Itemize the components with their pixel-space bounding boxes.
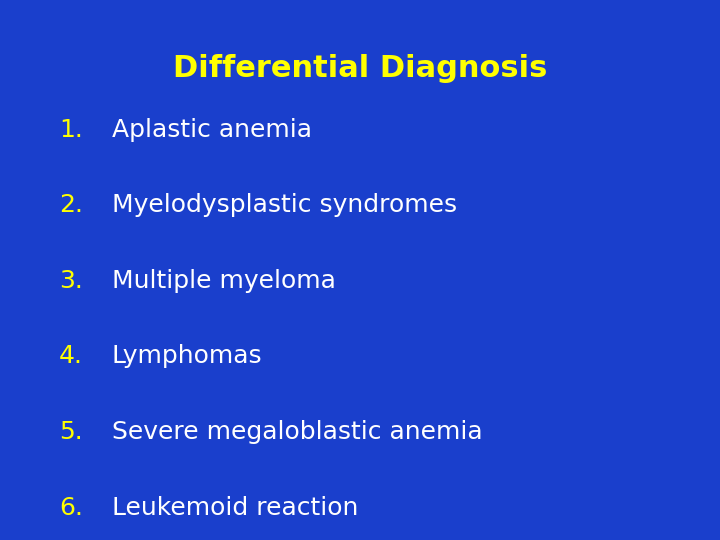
Text: Multiple myeloma: Multiple myeloma xyxy=(112,269,336,293)
Text: Aplastic anemia: Aplastic anemia xyxy=(112,118,312,141)
Text: Lymphomas: Lymphomas xyxy=(112,345,262,368)
Text: Differential Diagnosis: Differential Diagnosis xyxy=(173,54,547,83)
Text: 6.: 6. xyxy=(59,496,83,519)
Text: Leukemoid reaction: Leukemoid reaction xyxy=(112,496,358,519)
Text: 5.: 5. xyxy=(59,420,83,444)
Text: 1.: 1. xyxy=(59,118,83,141)
Text: Myelodysplastic syndromes: Myelodysplastic syndromes xyxy=(112,193,456,217)
Text: 4.: 4. xyxy=(59,345,83,368)
Text: Severe megaloblastic anemia: Severe megaloblastic anemia xyxy=(112,420,482,444)
Text: 3.: 3. xyxy=(59,269,83,293)
Text: 2.: 2. xyxy=(59,193,83,217)
